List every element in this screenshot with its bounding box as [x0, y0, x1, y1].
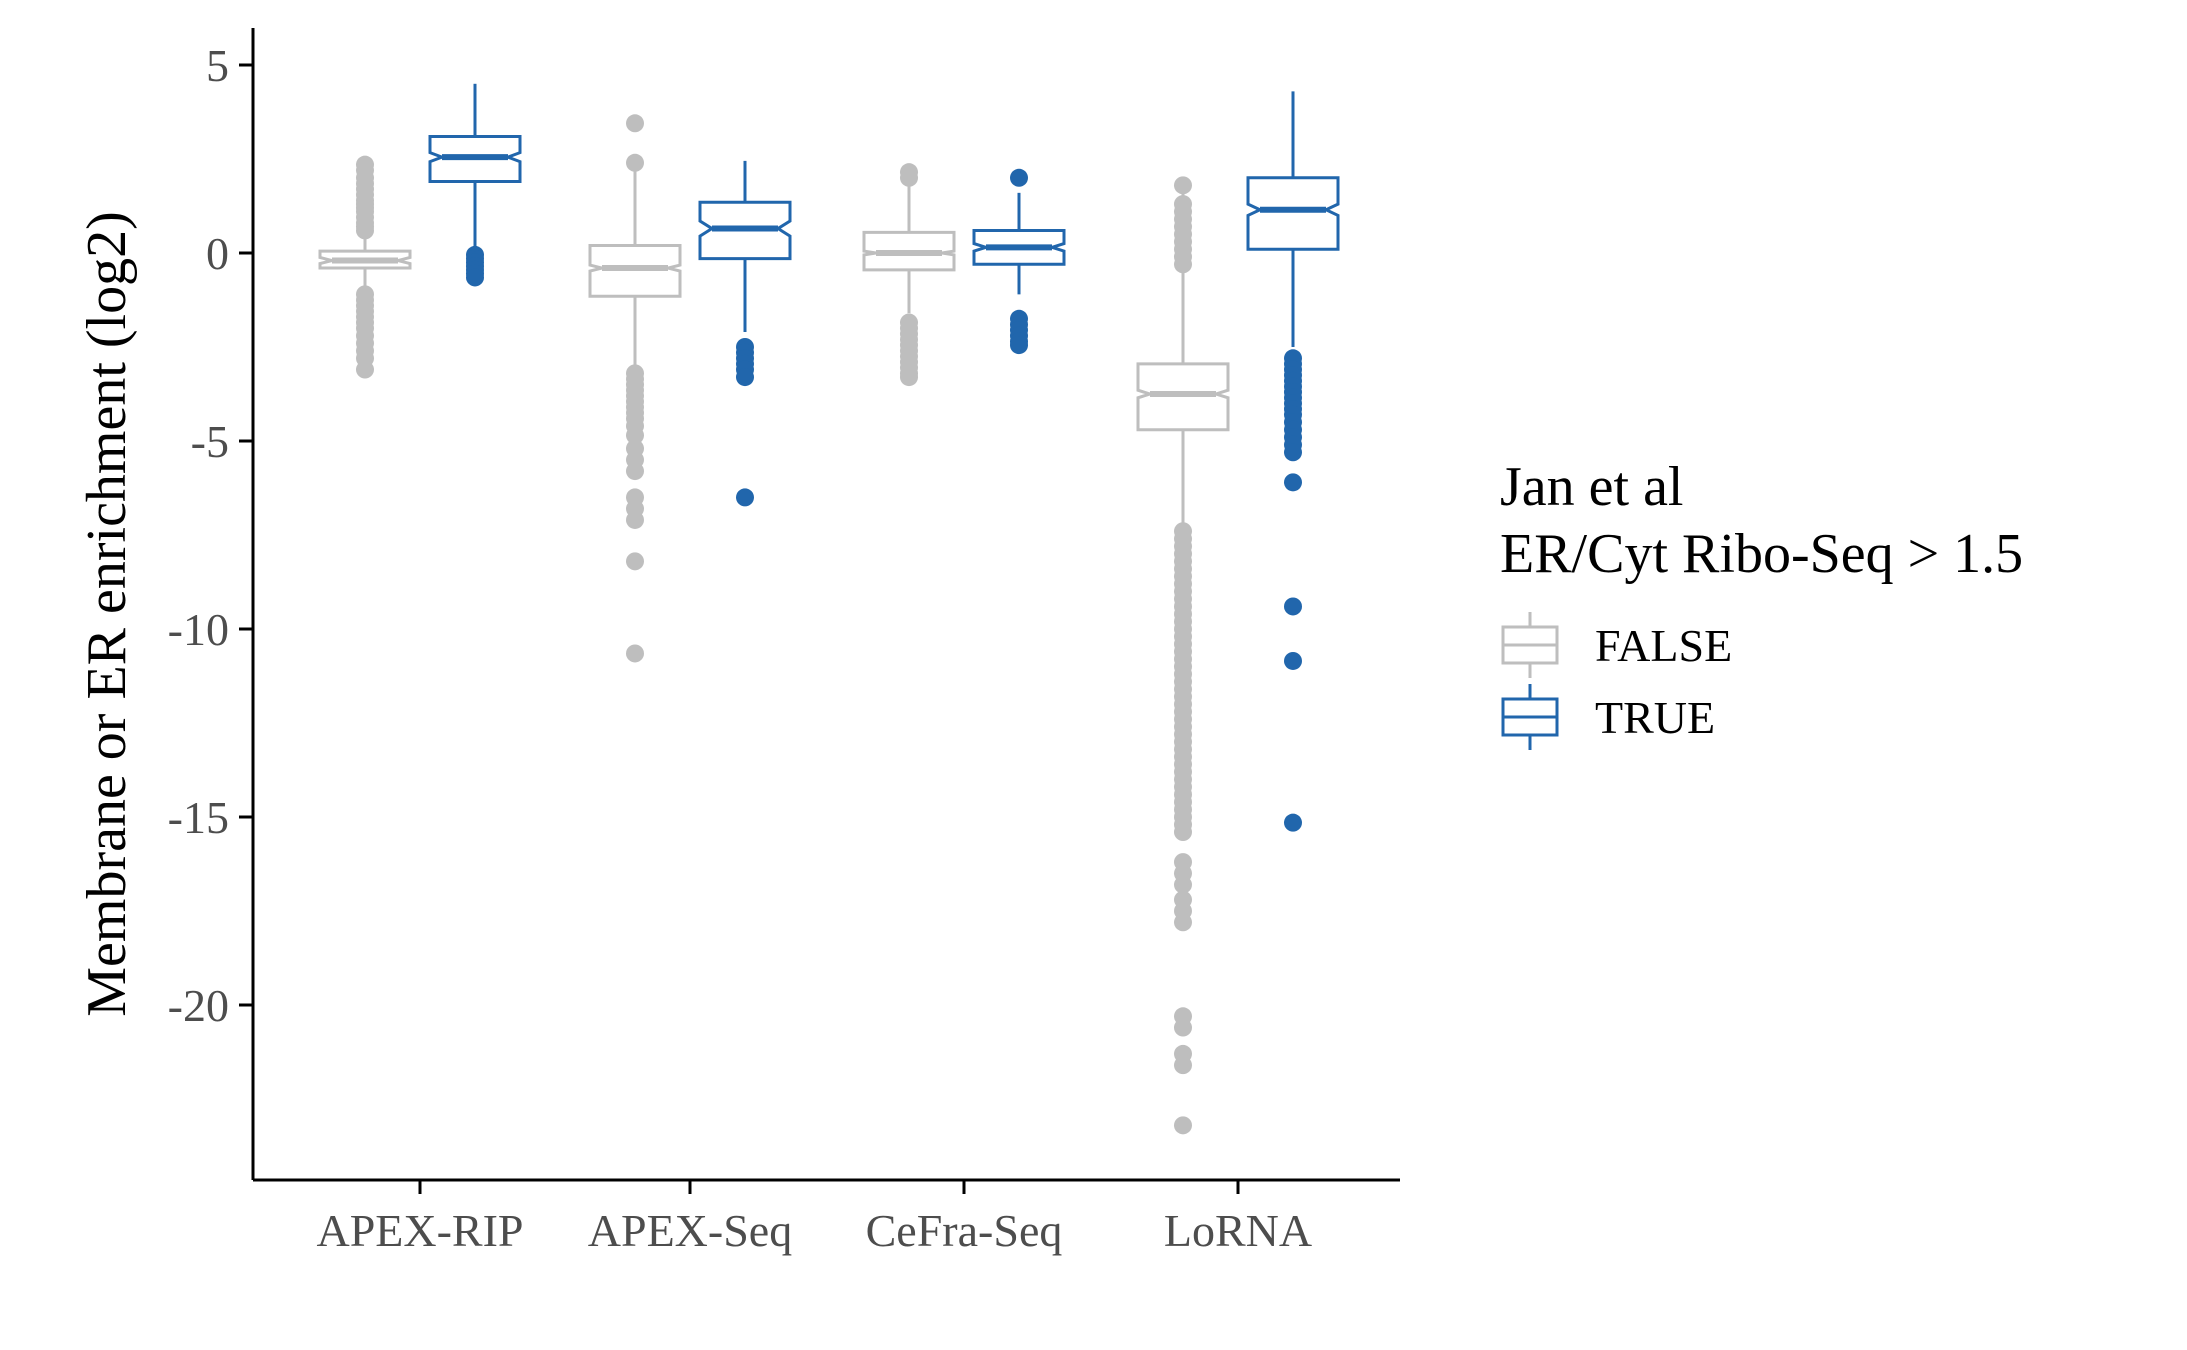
- y-tick-label: -15: [168, 792, 229, 843]
- outlier-point: [900, 168, 918, 187]
- outlier-point: [1284, 443, 1302, 462]
- box-apex-rip-true: [428, 83, 522, 252]
- outlier-point: [626, 552, 644, 571]
- legend-title-line-2: ER/Cyt Ribo-Seq > 1.5: [1500, 523, 2023, 585]
- outlier-point: [1174, 823, 1192, 842]
- outlier-point: [626, 153, 644, 172]
- box-lorna-true: [1246, 91, 1340, 347]
- box-apex-seq-true: [698, 160, 792, 332]
- outlier-point: [1284, 651, 1302, 670]
- y-tick-label: 5: [206, 40, 229, 91]
- y-ticks: 5 0 -5 -10 -15 -20: [168, 40, 253, 1031]
- y-tick-label: 0: [206, 228, 229, 279]
- outlier-point: [356, 360, 374, 379]
- axes-layer: [251, 28, 1400, 1182]
- box-apex-rip-false: [318, 215, 412, 291]
- outlier-point: [900, 368, 918, 387]
- legend-title-line-1: Jan et al: [1500, 456, 1683, 518]
- box-body: [1246, 176, 1340, 251]
- legend-items: FALSE TRUE: [1501, 612, 1732, 750]
- outlier-point: [1284, 597, 1302, 616]
- y-tick-label: -10: [168, 604, 229, 655]
- outliers-layer: [356, 114, 1302, 1135]
- outlier-point: [1174, 913, 1192, 932]
- legend-label: TRUE: [1595, 692, 1715, 743]
- outlier-point: [626, 510, 644, 529]
- outlier-point: [626, 644, 644, 663]
- box-cefra-seq-true: [972, 192, 1066, 295]
- outlier-point: [1174, 1116, 1192, 1135]
- box-apex-seq-false: [588, 170, 682, 366]
- y-axis-title: Membrane or ER enrichment (log2): [76, 211, 138, 1017]
- outlier-point: [466, 268, 484, 287]
- x-tick-label: APEX-RIP: [316, 1205, 523, 1256]
- outlier-point: [1174, 1056, 1192, 1075]
- outlier-point: [1010, 336, 1028, 355]
- box-lorna-false: [1136, 192, 1230, 524]
- legend: Jan et al ER/Cyt Ribo-Seq > 1.5 FALSE TRU…: [1500, 456, 2023, 750]
- outlier-point: [1174, 1018, 1192, 1037]
- outlier-point: [1174, 875, 1192, 894]
- outlier-point: [1010, 168, 1028, 187]
- box-cefra-seq-false: [862, 181, 956, 314]
- outlier-point: [1284, 473, 1302, 492]
- x-tick-label: LoRNA: [1164, 1205, 1312, 1256]
- outlier-point: [1174, 176, 1192, 195]
- y-tick-label: -5: [191, 416, 229, 467]
- x-tick-label: CeFra-Seq: [866, 1205, 1063, 1256]
- legend-item-true: TRUE: [1501, 684, 1715, 750]
- legend-item-false: FALSE: [1501, 612, 1732, 678]
- x-tick-label: APEX-Seq: [588, 1205, 792, 1256]
- outlier-point: [626, 462, 644, 481]
- outlier-point: [626, 114, 644, 133]
- outlier-point: [736, 488, 754, 507]
- outlier-point: [626, 426, 644, 445]
- boxes-layer: [318, 83, 1340, 524]
- outlier-point: [1284, 813, 1302, 832]
- outlier-point: [736, 368, 754, 387]
- y-tick-label: -20: [168, 980, 229, 1031]
- legend-label: FALSE: [1595, 620, 1732, 671]
- x-ticks: APEX-RIP APEX-Seq CeFra-Seq LoRNA: [316, 1180, 1312, 1256]
